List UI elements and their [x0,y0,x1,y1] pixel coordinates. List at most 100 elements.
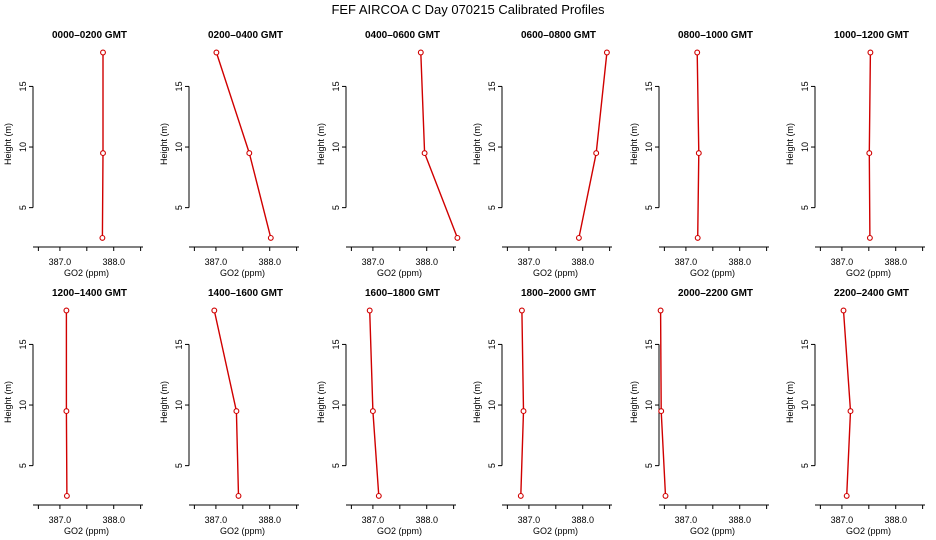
y-tick-label: 5 [644,205,654,210]
profile-line [213,310,240,496]
profile-line [578,52,608,239]
panel-title: 1800–2000 GMT [521,288,596,299]
x-tick-label: 387.0 [362,257,385,267]
y-tick-label: 5 [18,463,28,468]
x-tick-label: 388.0 [571,515,594,525]
profile-point [695,150,702,157]
y-tick-label: 10 [800,142,810,152]
profile-line [520,310,525,496]
y-tick-label: 5 [174,205,184,210]
x-axis-label: GO2 (ppm) [690,268,735,278]
y-tick-label: 10 [644,142,654,152]
profile-line [868,52,872,238]
panel-title: 0400–0600 GMT [365,30,440,41]
y-axis-label: Height (m) [159,123,169,165]
profile-point [246,150,253,157]
y-tick-label: 15 [331,81,341,91]
x-axis-label: GO2 (ppm) [533,268,578,278]
panel-title: 2200–2400 GMT [834,288,909,299]
x-tick-label: 387.0 [831,515,854,525]
x-tick-label: 387.0 [49,515,72,525]
y-axis-label: Height (m) [629,381,639,423]
y-tick-label: 15 [174,81,184,91]
profile-point [603,49,610,56]
profile-line [65,310,68,496]
profile-line [420,52,459,239]
figure-title: FEF AIRCOA C Day 070215 Calibrated Profi… [331,2,605,17]
x-tick-label: 387.0 [675,257,698,267]
y-tick-label: 15 [18,81,28,91]
y-axis-label: Height (m) [3,123,13,165]
x-tick-label: 388.0 [102,257,125,267]
profile-point [847,408,854,415]
profile-point [867,49,874,56]
profile-point [593,150,600,157]
profile-point [454,234,461,241]
profile-point [233,408,240,415]
y-tick-label: 10 [644,400,654,410]
y-tick-label: 10 [487,142,497,152]
x-axis-label: GO2 (ppm) [377,268,422,278]
y-tick-label: 5 [18,205,28,210]
y-tick-label: 5 [331,205,341,210]
panel-title: 0800–1000 GMT [678,30,753,41]
y-tick-label: 15 [644,81,654,91]
profile-line [696,52,700,238]
x-tick-label: 387.0 [205,257,228,267]
profile-point [211,307,218,314]
profile-point [694,49,701,56]
x-axis-label: GO2 (ppm) [533,526,578,536]
y-tick-label: 10 [174,400,184,410]
panel-title: 0600–0800 GMT [521,30,596,41]
x-tick-label: 388.0 [415,257,438,267]
profile-point [866,234,873,241]
y-tick-label: 15 [644,339,654,349]
x-tick-label: 388.0 [884,515,907,525]
y-axis-label: Height (m) [629,123,639,165]
y-axis-label: Height (m) [159,381,169,423]
profile-line [101,52,104,238]
x-axis-label: GO2 (ppm) [64,526,109,536]
y-axis-label: Height (m) [3,381,13,423]
x-axis-label: GO2 (ppm) [220,268,265,278]
x-axis-label: GO2 (ppm) [690,526,735,536]
y-tick-label: 10 [800,400,810,410]
y-tick-label: 5 [800,205,810,210]
panel-title: 1400–1600 GMT [208,288,283,299]
y-tick-label: 15 [18,339,28,349]
profile-line [369,310,380,496]
profile-point [63,307,70,314]
profile-point [840,307,847,314]
profile-point [63,492,70,499]
x-tick-label: 387.0 [205,515,228,525]
y-axis-label: Height (m) [785,123,795,165]
x-axis-label: GO2 (ppm) [846,526,891,536]
profile-line [215,52,272,239]
profile-point [658,408,665,415]
x-tick-label: 387.0 [831,257,854,267]
panel-title: 2000–2200 GMT [678,288,753,299]
y-tick-label: 10 [18,400,28,410]
y-axis-label: Height (m) [316,123,326,165]
x-tick-label: 387.0 [518,257,541,267]
x-tick-label: 387.0 [362,515,385,525]
y-tick-label: 10 [487,400,497,410]
profile-point [694,234,701,241]
profile-line [842,310,852,496]
y-tick-label: 5 [487,205,497,210]
profile-point [518,307,525,314]
panel-title: 0000–0200 GMT [52,30,127,41]
x-tick-label: 388.0 [728,515,751,525]
panel-title: 0200–0400 GMT [208,30,283,41]
profile-point [843,492,850,499]
y-axis-label: Height (m) [472,123,482,165]
profile-point [213,49,220,56]
panel-title: 1200–1400 GMT [52,288,127,299]
